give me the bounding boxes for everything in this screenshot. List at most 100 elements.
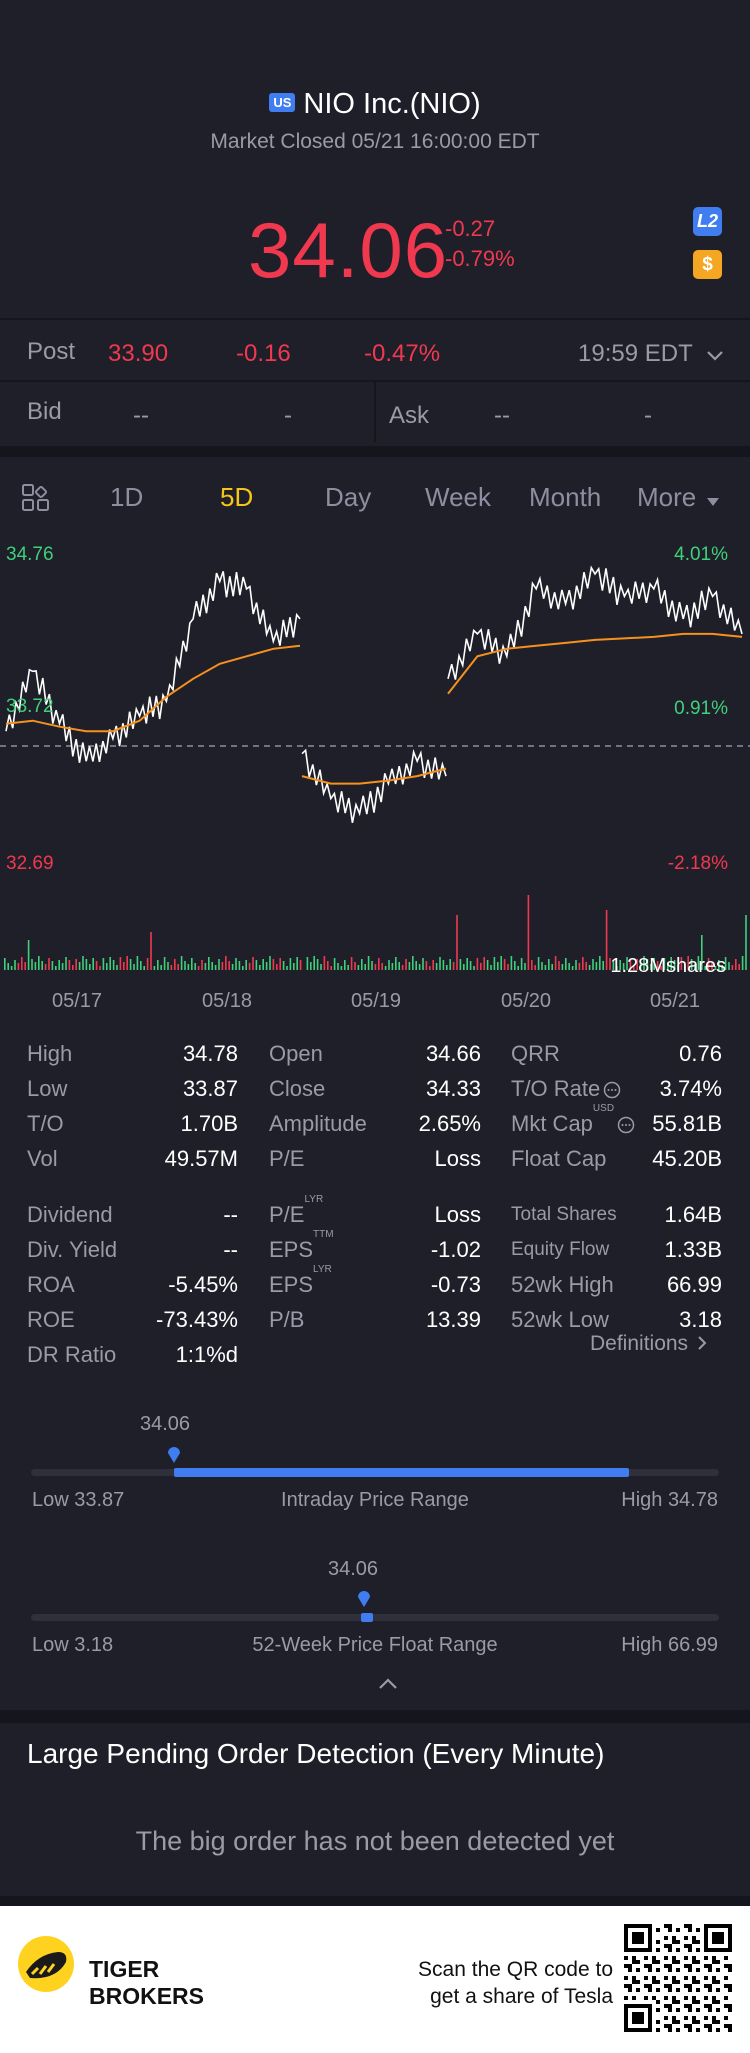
qr-code-icon	[624, 1924, 732, 2032]
definitions-link[interactable]: Definitions	[590, 1332, 707, 1356]
volume-bar	[4, 958, 6, 970]
stat-value: 34.33	[425, 1076, 481, 1101]
stat-label: P/E	[269, 1146, 305, 1171]
volume-bar	[473, 966, 475, 970]
volume-bar	[452, 962, 455, 970]
volume-bar	[194, 963, 196, 970]
volume-bar	[367, 956, 370, 970]
volume-bar	[61, 963, 64, 970]
volume-bar	[395, 957, 397, 970]
volume-bar	[422, 958, 424, 970]
volume-bar	[310, 962, 312, 970]
volume-bar	[187, 964, 190, 970]
volume-bar	[650, 964, 652, 970]
volume-bar	[537, 957, 540, 970]
volume-bar	[184, 961, 186, 970]
market-status: Market Closed 05/21 16:00:00 EDT	[210, 130, 540, 153]
volume-bar	[432, 960, 434, 970]
volume-bar	[612, 961, 615, 970]
y-right-tick-low: -2.18%	[668, 853, 728, 874]
intraday-fill	[174, 1468, 629, 1477]
volume-bars	[4, 895, 747, 970]
volume-bar	[27, 940, 30, 970]
volume-bar	[412, 956, 414, 970]
stat-label: Amplitude	[269, 1111, 367, 1136]
volume-bar	[41, 961, 43, 970]
volume-bar	[701, 935, 703, 970]
volume-bar	[361, 959, 363, 970]
stat-value: 34.78	[182, 1041, 238, 1066]
volume-bar	[442, 960, 445, 970]
volume-bar	[357, 965, 360, 970]
x-tick-0517: 05/17	[52, 990, 103, 1012]
tab-week[interactable]: Week	[425, 482, 491, 512]
promo-footer[interactable]: TIGER BROKERS Scan the QR code to get a …	[0, 1906, 750, 2053]
volume-bar	[276, 964, 278, 970]
volume-bar	[497, 962, 499, 970]
volume-bar	[425, 961, 428, 970]
volume-bar	[330, 966, 332, 970]
post-time[interactable]: 19:59 EDT	[578, 340, 723, 368]
pending-empty-message: The big order has not been detected yet	[135, 1826, 615, 1856]
x-tick-0519: 05/19	[351, 990, 402, 1012]
y-left-tick-low: 32.69	[6, 853, 54, 874]
post-change: -0.16	[236, 340, 291, 367]
volume-bar	[299, 960, 302, 970]
volume-bar	[333, 958, 336, 970]
volume-bar	[503, 959, 506, 970]
volume-bar	[551, 964, 553, 970]
volume-bar	[313, 956, 315, 970]
tab-5d[interactable]: 5D	[220, 482, 254, 512]
stat-label: 52wk High	[511, 1272, 614, 1297]
brand-line1: TIGER	[89, 1956, 160, 1982]
volume-bar	[554, 956, 557, 970]
volume-bar	[663, 958, 666, 970]
volume-bar	[204, 963, 207, 970]
chevron-right-icon	[698, 1336, 707, 1350]
volume-bar	[622, 963, 625, 970]
volume-bar	[221, 962, 224, 970]
grid-icon[interactable]	[22, 484, 50, 512]
stock-name: NIO Inc.(NIO)	[303, 88, 481, 120]
volume-bar	[106, 963, 108, 970]
volume-bar	[602, 961, 604, 970]
stat-value: 49.57M	[164, 1146, 238, 1171]
volume-bar	[150, 932, 152, 970]
stat-value: -1.02	[430, 1237, 481, 1262]
intraday-marker-value: 34.06	[140, 1413, 191, 1435]
stat-superscript: USD	[592, 1103, 615, 1114]
price-chart[interactable]: 34.76 33.72 32.69 4.01% 0.91% -2.18% 1.2…	[0, 530, 750, 980]
tab-month[interactable]: Month	[529, 482, 602, 512]
volume-bar	[527, 895, 530, 970]
section-divider	[0, 1896, 750, 1906]
post-label: Post	[27, 338, 76, 365]
volume-bar	[707, 958, 710, 970]
stat-value: 1.70B	[180, 1111, 239, 1136]
volume-bar	[129, 959, 132, 970]
volume-bar	[354, 962, 356, 970]
stat-value: 1.33B	[664, 1237, 723, 1262]
tab-more[interactable]: More	[637, 482, 720, 513]
stat-value: -73.43%	[156, 1307, 238, 1332]
chevron-up-icon[interactable]	[379, 1678, 397, 1689]
volume-bar	[398, 962, 400, 970]
volume-bar	[269, 956, 271, 970]
volume-bar	[476, 958, 479, 970]
stat-label: ROA	[27, 1272, 75, 1297]
section-divider	[0, 1710, 750, 1723]
volume-bar	[714, 966, 717, 970]
stat-value: 3.18	[679, 1307, 722, 1332]
tab-1d[interactable]: 1D	[110, 482, 144, 512]
stat-label: T/O Rate	[511, 1076, 621, 1102]
volume-bar	[231, 964, 234, 970]
volume-bar	[116, 965, 118, 970]
volume-bar	[279, 958, 281, 970]
level2-icon[interactable]: L2	[693, 207, 722, 236]
volume-bar	[490, 965, 492, 970]
stat-value: 3.74%	[659, 1076, 722, 1101]
y-right-tick-high: 4.01%	[674, 544, 728, 565]
volume-bar	[541, 962, 543, 970]
tab-day[interactable]: Day	[325, 482, 372, 512]
stat-value: --	[223, 1237, 238, 1262]
dollar-icon[interactable]: $	[693, 250, 722, 279]
